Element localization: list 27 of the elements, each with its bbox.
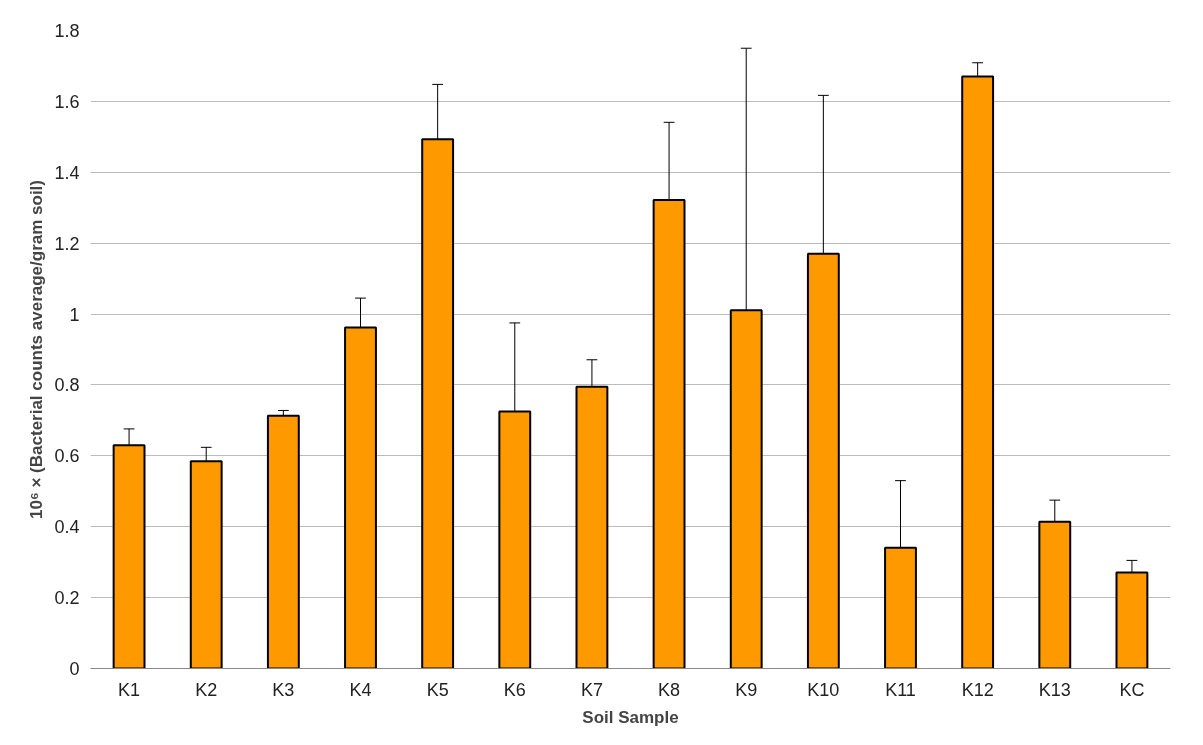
x-tick-label: KC xyxy=(1119,679,1145,700)
x-tick-label: K6 xyxy=(503,679,526,700)
y-tick-label: 0.2 xyxy=(54,588,80,609)
y-tick-label: 0.6 xyxy=(54,446,80,467)
y-tick-label: 0 xyxy=(69,659,80,679)
y-tick-label: 0.8 xyxy=(54,375,80,396)
x-tick-label: K10 xyxy=(807,679,840,700)
x-tick-label: K1 xyxy=(118,679,141,700)
y-axis-title: 10⁶ × (Bacterial counts average/gram soil) xyxy=(27,180,47,519)
x-tick-label: K8 xyxy=(658,679,681,700)
x-tick-label: K5 xyxy=(426,679,449,700)
x-tick-label: K12 xyxy=(961,679,994,700)
y-tick-label: 1.4 xyxy=(54,162,80,183)
x-tick-label: K9 xyxy=(735,679,758,700)
y-tick-label: 1.8 xyxy=(54,21,80,41)
x-tick-label: K2 xyxy=(195,679,218,700)
x-tick-label: K3 xyxy=(272,679,295,700)
y-tick-label: 1 xyxy=(69,304,80,325)
x-tick-label: K13 xyxy=(1038,679,1071,700)
x-axis-title: Soil Sample xyxy=(582,707,679,727)
x-tick-label: K7 xyxy=(580,679,603,700)
bar xyxy=(266,414,300,669)
y-tick-label: 1.2 xyxy=(54,233,80,254)
y-tick-label: 0.4 xyxy=(54,517,80,538)
x-tick-label: K4 xyxy=(349,679,372,700)
x-tick-label: K11 xyxy=(885,679,916,700)
y-tick-label: 1.6 xyxy=(54,91,80,112)
